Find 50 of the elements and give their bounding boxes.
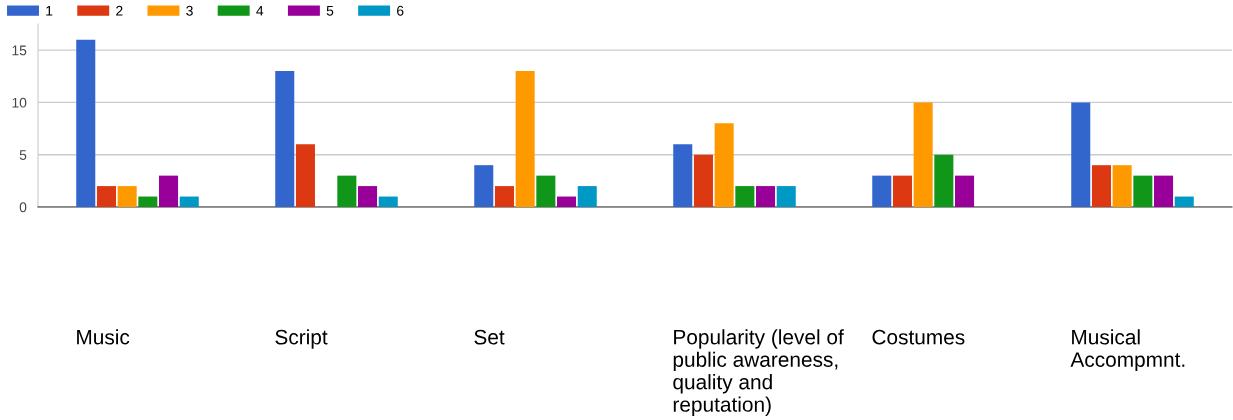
bar [1112, 165, 1132, 207]
x-tick-label: Musical Accompmnt. [1070, 329, 1185, 372]
bar [378, 196, 398, 207]
bar [138, 196, 158, 207]
bar [536, 175, 556, 207]
bar [474, 165, 494, 207]
bar [934, 154, 954, 207]
y-tick-label: 0 [19, 202, 27, 213]
legend-label: 2 [116, 5, 123, 16]
bar [955, 175, 975, 207]
bar [1174, 196, 1194, 207]
x-tick-label: Popularity (level of public awareness, quality and reputation) [673, 329, 844, 416]
x-tick-label: Script [275, 329, 328, 349]
bar [275, 71, 295, 207]
bar [494, 186, 514, 207]
bar [295, 144, 315, 207]
bar [756, 186, 776, 207]
bar [892, 175, 912, 207]
legend-label: 4 [256, 6, 264, 16]
bar [1133, 175, 1153, 207]
bar [1071, 102, 1091, 207]
legend-label: 1 [46, 6, 53, 16]
bar [515, 71, 535, 207]
bar [1091, 165, 1111, 207]
bar [179, 196, 199, 207]
y-tick-label: 15 [12, 45, 27, 56]
bar [1154, 175, 1174, 207]
bar [358, 186, 378, 207]
bar [776, 186, 796, 207]
bar [735, 186, 755, 207]
legend-label: 5 [326, 6, 334, 16]
bar [159, 175, 179, 207]
bar [673, 144, 693, 207]
bar [872, 175, 892, 207]
bar [714, 123, 734, 207]
bar [96, 186, 116, 207]
bar [76, 39, 96, 207]
bar [913, 102, 933, 207]
y-tick-label: 10 [12, 97, 27, 108]
bar [693, 154, 713, 207]
x-tick-label: Costumes [872, 329, 965, 345]
bar [577, 186, 597, 207]
bar [117, 186, 137, 207]
bar [557, 196, 577, 207]
bar [337, 175, 357, 207]
legend-label: 3 [186, 5, 193, 16]
x-tick-label: Set [474, 329, 505, 345]
y-tick-label: 5 [19, 150, 27, 160]
x-tick-label: Music [77, 329, 130, 345]
legend-label: 6 [397, 5, 404, 16]
